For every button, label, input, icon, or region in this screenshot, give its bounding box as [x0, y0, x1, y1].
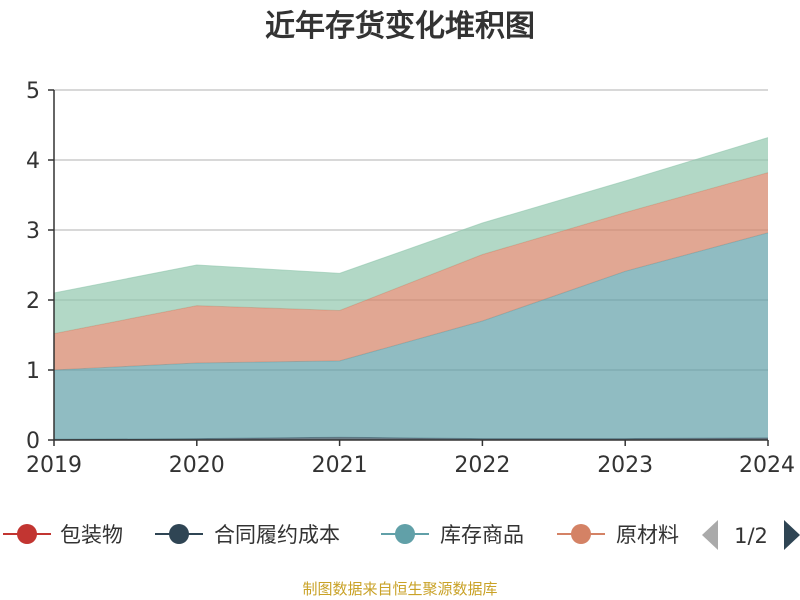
x-tick-label: 2020 [169, 453, 225, 478]
y-tick-label: 5 [26, 79, 40, 104]
legend-item-3[interactable]: 原材料 [557, 523, 679, 547]
legend: 包装物 合同履约成本 库存商品 原材料 1/2 [3, 520, 800, 550]
legend-item-2[interactable]: 库存商品 [381, 523, 524, 547]
x-tick-label: 2021 [312, 453, 368, 478]
legend-next-icon[interactable] [784, 520, 800, 550]
series-area-4 [54, 137, 768, 334]
y-tick-label: 0 [26, 429, 40, 454]
series-line-4 [53, 137, 769, 294]
y-tick-label: 1 [26, 359, 40, 384]
legend-label: 包装物 [60, 523, 123, 547]
area-series [53, 137, 769, 441]
legend-label: 库存商品 [440, 523, 524, 547]
legend-marker-icon [395, 524, 415, 544]
x-tick-label: 2023 [597, 453, 653, 478]
data-source-note: 制图数据来自恒生聚源数据库 [302, 580, 497, 598]
y-tick-label: 3 [26, 219, 40, 244]
x-tick-label: 2022 [454, 453, 510, 478]
legend-marker-icon [169, 524, 189, 544]
series-area-2 [54, 232, 768, 440]
x-tick-label: 2024 [739, 453, 795, 478]
legend-item-0[interactable]: 包装物 [3, 523, 123, 547]
axes: 0 1 2 3 4 5 2019 2020 2021 2022 2023 2024 [26, 79, 795, 478]
legend-marker-icon [17, 524, 37, 544]
legend-prev-icon[interactable] [702, 520, 718, 550]
legend-label: 合同履约成本 [214, 523, 340, 547]
legend-page-indicator: 1/2 [734, 524, 768, 548]
legend-label: 原材料 [616, 523, 679, 547]
y-tick-label: 2 [26, 289, 40, 314]
x-tick-label: 2019 [26, 453, 82, 478]
legend-marker-icon [571, 524, 591, 544]
y-tick-label: 4 [26, 149, 40, 174]
chart-title: 近年存货变化堆积图 [265, 9, 535, 44]
series-area-3 [54, 172, 768, 370]
legend-item-1[interactable]: 合同履约成本 [155, 523, 340, 547]
